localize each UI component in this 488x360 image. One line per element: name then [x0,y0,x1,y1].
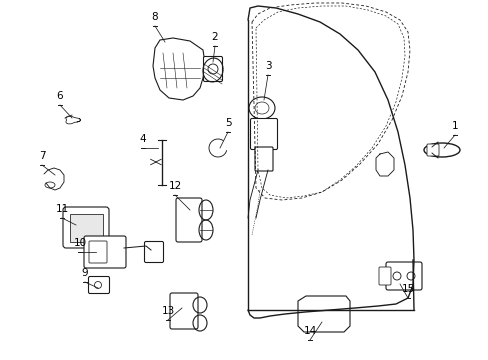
FancyBboxPatch shape [426,144,438,156]
Text: 10: 10 [73,238,86,248]
Text: 4: 4 [140,134,146,144]
FancyBboxPatch shape [176,198,202,242]
FancyBboxPatch shape [89,241,107,263]
Text: 14: 14 [303,326,316,336]
Text: 8: 8 [151,12,158,22]
FancyBboxPatch shape [88,276,109,293]
FancyBboxPatch shape [378,267,390,285]
FancyBboxPatch shape [250,118,277,149]
FancyBboxPatch shape [84,236,126,268]
FancyBboxPatch shape [144,242,163,262]
Text: 2: 2 [211,32,218,42]
FancyBboxPatch shape [69,213,102,242]
FancyBboxPatch shape [385,262,421,290]
Text: 6: 6 [57,91,63,101]
Text: 13: 13 [161,306,174,316]
FancyBboxPatch shape [203,57,222,81]
Text: 3: 3 [264,61,271,71]
Text: 12: 12 [168,181,181,191]
FancyBboxPatch shape [170,293,198,329]
Text: 5: 5 [224,118,231,128]
FancyBboxPatch shape [63,207,109,248]
Text: 11: 11 [55,204,68,214]
FancyBboxPatch shape [254,147,272,171]
Text: 15: 15 [401,284,414,294]
Text: 9: 9 [81,268,88,278]
Text: 1: 1 [451,121,457,131]
Text: 7: 7 [39,151,45,161]
